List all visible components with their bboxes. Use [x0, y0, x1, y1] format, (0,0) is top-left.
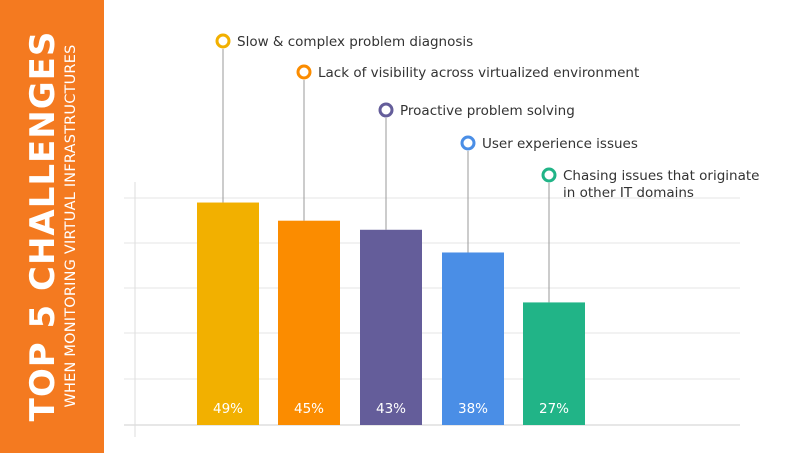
data-label: 49% [213, 401, 243, 417]
sidebar-banner: TOP 5 CHALLENGES WHEN MONITORING VIRTUAL… [0, 0, 104, 453]
bar [197, 202, 259, 425]
category-label: Proactive problem solving [400, 103, 575, 119]
category-label: User experience issues [482, 136, 638, 152]
data-label: 43% [376, 401, 406, 417]
category-label: Chasing issues that originate [563, 168, 759, 184]
legend-marker [378, 102, 394, 118]
legend-marker [460, 135, 476, 151]
data-label: 38% [458, 401, 488, 417]
bar [523, 302, 585, 425]
legend-marker [215, 33, 231, 49]
bar [278, 220, 340, 425]
data-label: 27% [539, 401, 569, 417]
category-label: in other IT domains [563, 185, 694, 201]
category-label: Lack of visibility across virtualized en… [318, 65, 639, 81]
legend-marker [541, 167, 557, 183]
category-label: Slow & complex problem diagnosis [237, 34, 473, 50]
legend-marker [296, 64, 312, 80]
bar [360, 229, 422, 425]
data-label: 45% [294, 401, 324, 417]
bar [442, 252, 504, 425]
